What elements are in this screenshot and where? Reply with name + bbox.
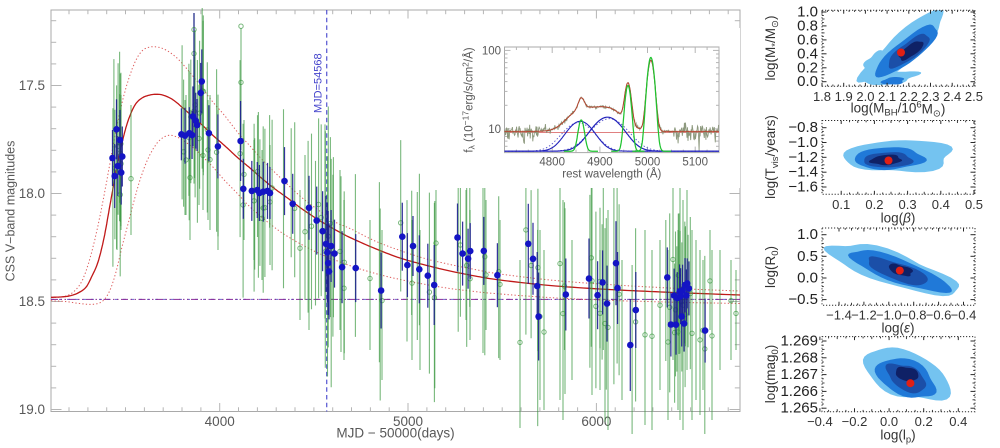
- svg-text:4000: 4000: [205, 414, 235, 429]
- svg-text:log(ε): log(ε): [882, 321, 915, 336]
- svg-text:CSS V−band magnitudes: CSS V−band magnitudes: [4, 141, 18, 282]
- svg-text:−1.4: −1.4: [826, 308, 852, 323]
- svg-text:0.4: 0.4: [949, 414, 967, 429]
- svg-text:0.2: 0.2: [865, 197, 883, 212]
- svg-text:0.6: 0.6: [797, 31, 818, 48]
- svg-text:2.1: 2.1: [878, 89, 896, 104]
- svg-text:log(Tvis/years): log(Tvis/years): [763, 115, 781, 199]
- svg-text:6000: 6000: [581, 414, 611, 429]
- svg-text:2.3: 2.3: [921, 89, 939, 104]
- svg-text:rest wavelength (Å): rest wavelength (Å): [562, 168, 661, 181]
- svg-text:18.5: 18.5: [19, 294, 45, 309]
- svg-text:100: 100: [482, 45, 501, 57]
- svg-text:−0.8: −0.8: [788, 119, 818, 136]
- svg-text:10: 10: [488, 124, 501, 136]
- svg-text:1.266: 1.266: [780, 383, 818, 400]
- svg-text:0.1: 0.1: [832, 197, 850, 212]
- svg-text:1.265: 1.265: [780, 400, 818, 417]
- svg-text:2.4: 2.4: [943, 89, 961, 104]
- svg-text:−1.2: −1.2: [788, 149, 818, 166]
- svg-text:MJD − 50000(days): MJD − 50000(days): [336, 426, 454, 441]
- svg-text:4800: 4800: [539, 157, 565, 169]
- svg-text:0.3: 0.3: [899, 197, 917, 212]
- svg-text:1.0: 1.0: [797, 4, 818, 21]
- svg-text:0.5: 0.5: [797, 248, 818, 265]
- svg-text:0.2: 0.2: [915, 414, 933, 429]
- svg-text:19.0: 19.0: [19, 402, 45, 417]
- svg-text:−1.2: −1.2: [851, 308, 877, 323]
- svg-text:0.0: 0.0: [880, 414, 898, 429]
- svg-text:−0.4: −0.4: [807, 414, 833, 429]
- svg-text:log(β): log(β): [881, 211, 916, 226]
- svg-text:log(M*/M⊙): log(M*/M⊙): [763, 16, 781, 81]
- svg-text:log(mag0): log(mag0): [763, 345, 781, 404]
- svg-text:−1.6: −1.6: [788, 179, 818, 196]
- svg-text:1.269: 1.269: [780, 333, 818, 350]
- svg-text:MJD=54568: MJD=54568: [313, 53, 325, 113]
- svg-text:−1.0: −1.0: [876, 308, 902, 323]
- svg-text:−1.0: −1.0: [788, 134, 818, 151]
- svg-text:4900: 4900: [587, 157, 613, 169]
- svg-text:2.0: 2.0: [856, 89, 874, 104]
- svg-text:−0.6: −0.6: [926, 308, 952, 323]
- svg-text:5000: 5000: [393, 414, 423, 429]
- svg-text:1.268: 1.268: [780, 349, 818, 366]
- svg-text:−0.5: −0.5: [788, 291, 818, 308]
- svg-text:1.8: 1.8: [813, 89, 831, 104]
- svg-text:−0.2: −0.2: [842, 414, 868, 429]
- svg-text:0.8: 0.8: [797, 17, 818, 34]
- svg-text:17.5: 17.5: [19, 78, 45, 93]
- svg-text:log(MBH/106M⊙): log(MBH/106M⊙): [851, 100, 946, 120]
- svg-text:fλ (10−17erg/s/cm2/Å): fλ (10−17erg/s/cm2/Å): [461, 47, 477, 152]
- svg-text:−1.4: −1.4: [788, 164, 818, 181]
- svg-text:0.4: 0.4: [932, 197, 950, 212]
- svg-text:0.0: 0.0: [797, 270, 818, 287]
- svg-text:5100: 5100: [682, 157, 708, 169]
- svg-text:log(R0): log(R0): [763, 246, 781, 288]
- svg-text:2.2: 2.2: [900, 89, 918, 104]
- svg-text:0.2: 0.2: [797, 59, 818, 76]
- svg-text:18.0: 18.0: [19, 186, 45, 201]
- svg-text:0.4: 0.4: [797, 45, 818, 62]
- svg-text:1.267: 1.267: [780, 366, 818, 383]
- svg-text:−0.4: −0.4: [951, 308, 977, 323]
- svg-text:−0.8: −0.8: [901, 308, 927, 323]
- svg-text:0.0: 0.0: [797, 73, 818, 90]
- svg-text:2.5: 2.5: [965, 89, 983, 104]
- svg-text:1.9: 1.9: [835, 89, 853, 104]
- svg-text:0.5: 0.5: [965, 197, 983, 212]
- svg-text:1.0: 1.0: [797, 226, 818, 243]
- svg-text:5000: 5000: [635, 157, 661, 169]
